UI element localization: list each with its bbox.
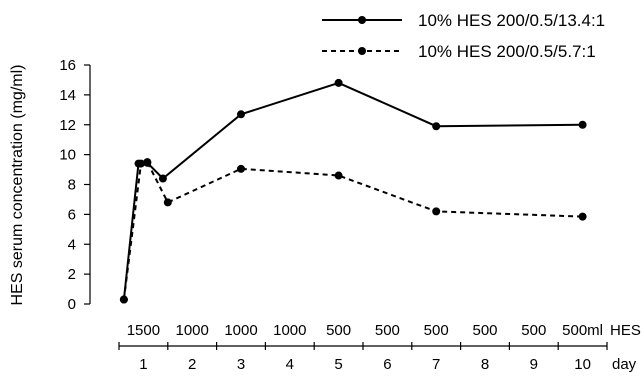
day-tick-label: 6: [383, 356, 391, 373]
series-line: [122, 81, 583, 300]
y-tick-label: 10: [59, 147, 76, 164]
y-axis: 0 2 4 6 8 10 12 14 16: [59, 57, 91, 313]
y-tick-label: 12: [59, 117, 76, 134]
data-point: [163, 198, 172, 207]
y-tick-label: 6: [68, 206, 76, 223]
day-tick-label: 10: [574, 356, 591, 373]
y-tick-label: 2: [68, 266, 76, 283]
legend: 10% HES 200/0.5/13.4:1 10% HES 200/0.5/5.…: [322, 11, 605, 61]
data-point: [334, 78, 343, 87]
y-tick-label: 4: [68, 236, 76, 253]
hes-dose-label: 1500: [127, 322, 160, 339]
hes-dose-label: 500: [424, 322, 449, 339]
hes-dose-label: 1000: [224, 322, 257, 339]
hes-dose-label: 500: [375, 322, 400, 339]
hes-dose-label: 500: [521, 322, 546, 339]
hes-dose-label: 500ml: [562, 322, 603, 339]
legend-entry-2: 10% HES 200/0.5/5.7:1: [322, 42, 596, 61]
series-2: [119, 158, 587, 304]
day-tick-label: 9: [530, 356, 538, 373]
series-1: [119, 78, 587, 304]
data-point: [432, 207, 441, 216]
day-tick-label: 7: [432, 356, 440, 373]
y-tick-label: 16: [59, 57, 76, 74]
data-point: [578, 120, 587, 129]
plot-series: [119, 78, 587, 304]
day-tick-label: 3: [237, 356, 245, 373]
day-axis-title: day: [612, 356, 637, 373]
data-point: [334, 171, 343, 180]
legend-label: 10% HES 200/0.5/5.7:1: [418, 42, 596, 61]
day-tick-label: 5: [334, 356, 342, 373]
y-axis-label: HES serum concentration (mg/ml): [9, 65, 26, 306]
hes-dose-title: HES: [610, 322, 641, 339]
data-point: [237, 110, 245, 119]
legend-entry-1: 10% HES 200/0.5/13.4:1: [322, 11, 605, 30]
legend-marker: [358, 47, 366, 55]
y-tick-label: 14: [59, 87, 76, 104]
day-axis: 1 2 3 4 5 6 7 8 9 10 day: [118, 342, 637, 373]
data-point: [143, 158, 152, 167]
hes-dose-label: 500: [326, 322, 351, 339]
y-tick-label: 0: [68, 296, 76, 313]
series-line: [122, 160, 583, 300]
hes-dose-label: 1000: [273, 322, 306, 339]
data-point: [158, 174, 167, 183]
data-point: [432, 122, 441, 131]
hes-dose-row: 1500 1000 1000 1000 500 500 500 500 500 500ml HES: [127, 322, 641, 339]
legend-marker: [358, 16, 366, 24]
data-point: [237, 164, 245, 173]
day-tick-label: 1: [139, 356, 147, 373]
data-point: [578, 212, 587, 221]
hes-dose-label: 1000: [176, 322, 209, 339]
data-point: [136, 159, 145, 168]
day-tick-label: 2: [188, 356, 196, 373]
day-tick-label: 8: [481, 356, 489, 373]
legend-label: 10% HES 200/0.5/13.4:1: [418, 11, 605, 30]
data-point: [119, 295, 128, 304]
day-tick-label: 4: [286, 356, 294, 373]
hes-dose-label: 500: [472, 322, 497, 339]
y-tick-label: 8: [68, 177, 76, 194]
